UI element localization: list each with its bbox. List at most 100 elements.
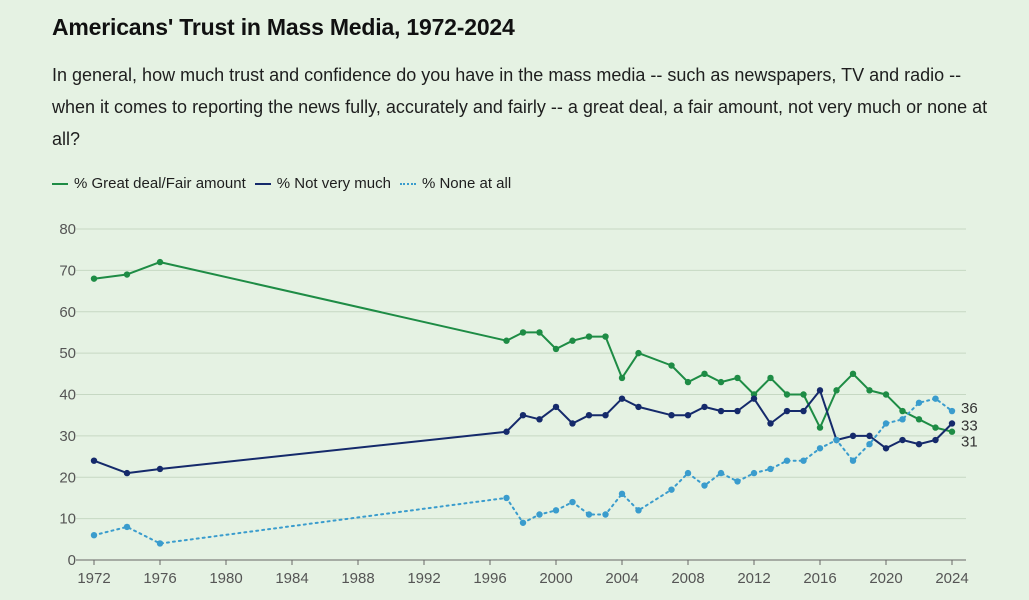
data-point bbox=[866, 432, 873, 440]
data-point bbox=[899, 416, 906, 423]
y-tick-label: 60 bbox=[59, 304, 76, 321]
data-point bbox=[767, 465, 774, 473]
legend-item-none-at-all: % None at all bbox=[399, 175, 511, 192]
x-tick-label: 2020 bbox=[869, 570, 902, 587]
legend-swatch-not-very-much bbox=[254, 182, 271, 185]
data-point bbox=[602, 411, 609, 419]
data-point bbox=[800, 407, 807, 415]
x-tick-label: 1984 bbox=[275, 570, 308, 587]
data-point bbox=[602, 511, 609, 518]
data-point bbox=[816, 445, 824, 452]
data-point bbox=[552, 345, 560, 353]
data-point bbox=[948, 407, 956, 415]
x-tick-label: 2000 bbox=[539, 570, 572, 587]
data-point bbox=[635, 403, 642, 411]
data-point bbox=[90, 275, 98, 282]
data-point bbox=[90, 457, 98, 464]
data-point bbox=[123, 271, 131, 278]
data-point bbox=[569, 337, 576, 344]
chart-subtitle: In general, how much trust and confidenc… bbox=[52, 65, 988, 149]
data-point bbox=[668, 486, 675, 493]
data-point bbox=[668, 411, 675, 419]
data-point bbox=[503, 494, 510, 502]
data-point bbox=[866, 387, 873, 394]
y-tick-label: 0 bbox=[68, 552, 76, 569]
legend-swatch-none-at-all bbox=[399, 182, 416, 185]
x-tick-label: 2012 bbox=[737, 570, 770, 587]
x-tick-label: 1972 bbox=[77, 570, 110, 587]
data-point bbox=[156, 258, 164, 266]
data-point bbox=[536, 416, 543, 423]
legend-label-not-very-much: % Not very much bbox=[276, 175, 391, 192]
data-point bbox=[717, 469, 725, 477]
data-point bbox=[783, 407, 791, 415]
y-tick-label: 40 bbox=[59, 387, 76, 404]
y-tick-label: 10 bbox=[59, 511, 76, 528]
data-point bbox=[783, 457, 791, 464]
data-point bbox=[585, 333, 593, 340]
data-point bbox=[569, 498, 576, 506]
data-point bbox=[849, 370, 857, 378]
data-point bbox=[932, 395, 939, 402]
data-point bbox=[882, 391, 890, 398]
data-point bbox=[552, 507, 560, 514]
data-point bbox=[519, 519, 527, 526]
data-point bbox=[684, 378, 692, 386]
y-tick-label: 70 bbox=[59, 262, 76, 279]
data-point bbox=[734, 374, 741, 382]
legend: % Great deal/Fair amount % Not very much… bbox=[52, 175, 520, 192]
data-point bbox=[833, 387, 840, 394]
data-point bbox=[684, 411, 692, 419]
data-point bbox=[123, 523, 131, 531]
data-point bbox=[701, 403, 708, 411]
data-point bbox=[948, 420, 956, 427]
chart-title: Americans' Trust in Mass Media, 1972-202… bbox=[52, 14, 515, 40]
data-point bbox=[734, 478, 741, 485]
y-tick-label: 20 bbox=[59, 469, 76, 486]
data-point bbox=[915, 416, 923, 423]
data-point bbox=[915, 440, 923, 448]
end-value-label: 36 bbox=[961, 400, 978, 417]
data-point bbox=[635, 507, 642, 514]
data-point bbox=[585, 511, 593, 518]
data-point bbox=[503, 428, 510, 435]
data-point bbox=[701, 370, 708, 378]
data-point bbox=[882, 445, 890, 452]
data-point bbox=[684, 469, 692, 477]
x-tick-label: 1988 bbox=[341, 570, 374, 587]
x-tick-label: 2008 bbox=[671, 570, 704, 587]
data-point bbox=[767, 374, 774, 382]
data-point bbox=[800, 391, 807, 398]
data-point bbox=[717, 407, 725, 415]
data-point bbox=[899, 436, 906, 444]
data-point bbox=[569, 420, 576, 427]
data-point bbox=[915, 399, 923, 406]
x-tick-label: 2004 bbox=[605, 570, 638, 587]
data-point bbox=[90, 531, 98, 539]
data-point bbox=[519, 411, 527, 419]
data-point bbox=[849, 457, 857, 464]
data-point bbox=[816, 387, 824, 394]
data-point bbox=[618, 490, 626, 497]
data-point bbox=[123, 469, 131, 477]
x-tick-label: 1992 bbox=[407, 570, 440, 587]
y-tick-label: 80 bbox=[59, 221, 76, 238]
x-tick-label: 1980 bbox=[209, 570, 242, 587]
end-value-label: 31 bbox=[961, 434, 978, 451]
data-point bbox=[602, 333, 609, 340]
data-point bbox=[767, 420, 774, 427]
legend-label-great-deal: % Great deal/Fair amount bbox=[74, 175, 246, 192]
series-line-1 bbox=[93, 261, 953, 433]
data-point bbox=[734, 407, 741, 415]
data-point bbox=[536, 511, 543, 518]
data-point bbox=[701, 482, 708, 489]
data-point bbox=[932, 436, 939, 444]
x-tick-label: 2024 bbox=[935, 570, 968, 587]
legend-swatch-great-deal bbox=[52, 182, 68, 185]
data-point bbox=[833, 436, 840, 444]
data-point bbox=[882, 420, 890, 427]
data-point bbox=[816, 424, 824, 431]
legend-item-not-very-much: % Not very much bbox=[254, 175, 391, 192]
data-point bbox=[849, 432, 857, 440]
